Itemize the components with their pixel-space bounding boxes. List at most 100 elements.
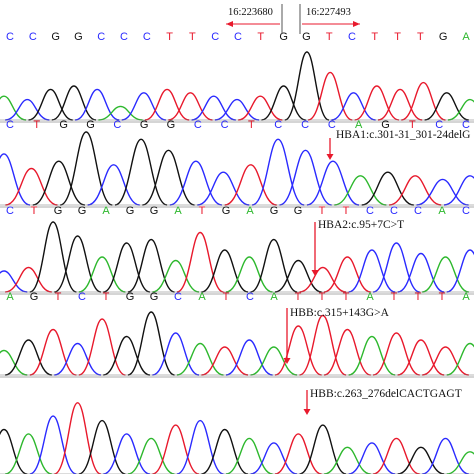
trace-peak — [201, 249, 249, 293]
trace-peak — [28, 88, 73, 121]
trace-peak — [127, 238, 175, 293]
trace-peak — [323, 256, 371, 293]
base-call: T — [166, 31, 173, 43]
chromatogram-panel-5: HBB:c.263_276delCACTGAGT — [0, 388, 474, 474]
base-call: G — [302, 31, 311, 43]
base-call: A — [246, 205, 254, 217]
trace-peak — [201, 428, 249, 474]
trace-peak — [299, 314, 347, 376]
base-call: C — [328, 119, 336, 131]
base-call: C — [462, 119, 470, 131]
trace-peak — [348, 335, 396, 376]
base-call: C — [194, 119, 202, 131]
trace-peak — [78, 256, 126, 293]
trace-peak — [98, 105, 143, 121]
base-call: A — [355, 119, 363, 131]
trace-peak — [250, 238, 298, 293]
trace-peak — [225, 437, 273, 474]
variant-arrow-head — [303, 409, 311, 415]
trace-peak — [142, 149, 195, 206]
trace-peak — [307, 71, 353, 121]
base-call: G — [126, 205, 135, 217]
base-call: T — [257, 31, 264, 43]
base-call: G — [86, 119, 95, 131]
trace-peak — [443, 175, 474, 206]
trace-peak — [422, 256, 469, 293]
base-call: T — [189, 31, 196, 43]
base-call: C — [348, 31, 356, 43]
variant-arrow-head — [283, 358, 291, 364]
trace-peak — [372, 437, 420, 474]
base-call: T — [55, 291, 62, 303]
base-call: G — [167, 119, 176, 131]
trace-peak — [250, 442, 298, 474]
trace-peak — [388, 175, 442, 206]
trace-peak — [284, 51, 330, 121]
trace-peak — [299, 266, 347, 293]
base-call: T — [33, 119, 40, 131]
base-call: A — [102, 205, 110, 217]
base-call: G — [294, 205, 303, 217]
trace-peaks — [0, 221, 474, 293]
trace-peak — [176, 342, 224, 376]
trace-peak — [127, 311, 175, 376]
base-call: T — [31, 205, 38, 217]
trace-peak — [377, 88, 423, 121]
trace-peak — [214, 98, 260, 121]
trace-peak — [274, 259, 322, 293]
base-call: C — [246, 291, 254, 303]
trace-peak — [372, 242, 420, 293]
base-call: C — [462, 205, 470, 217]
base-call: C — [211, 31, 219, 43]
base-call: G — [140, 119, 149, 131]
base-call: T — [319, 291, 326, 303]
base-call: T — [439, 291, 446, 303]
trace-peak — [197, 171, 250, 206]
trace-peak — [127, 437, 175, 474]
variant-label: HBB:c.315+143G>A — [290, 307, 390, 319]
trace-peak — [176, 419, 224, 474]
trace-peak — [323, 328, 371, 376]
trace-peak — [5, 167, 58, 206]
trace-peak — [152, 332, 200, 376]
breakpoint-markers: 16:223680 16:227493 — [226, 4, 360, 34]
base-call: C — [120, 31, 128, 43]
trace-peak — [5, 98, 50, 121]
trace-peak — [354, 85, 400, 121]
base-call: A — [174, 205, 182, 217]
chromatogram-panel-4: A G T C T G G C A T C A T T T A T T T A HBB:c.315+143G>A — [0, 291, 474, 378]
base-call: G — [78, 205, 87, 217]
trace-peak — [274, 325, 322, 376]
breakpoint-label-right: 16:227493 — [306, 7, 351, 18]
trace-peak — [422, 437, 469, 474]
base-call: C — [143, 31, 151, 43]
trace-peaks — [0, 131, 474, 206]
trace-peak — [372, 332, 420, 376]
base-call: T — [223, 291, 230, 303]
trace-peak — [54, 342, 102, 376]
base-call: T — [199, 205, 206, 217]
base-call: G — [381, 119, 390, 131]
trace-peak — [238, 95, 283, 121]
trace-peak — [279, 149, 332, 206]
trace-peak — [168, 92, 213, 121]
trace-peak — [424, 92, 469, 121]
trace-peak — [397, 339, 445, 376]
trace-peak — [251, 138, 305, 206]
trace-peak — [397, 252, 445, 293]
base-call: C — [366, 205, 374, 217]
trace-peak — [422, 346, 469, 376]
trace-peak — [323, 446, 371, 474]
trace-peak — [191, 95, 236, 121]
variant-arrow-head — [311, 270, 319, 276]
base-call: C — [274, 119, 282, 131]
base-call: G — [74, 31, 83, 43]
trace-peak — [348, 249, 396, 293]
base-call: T — [415, 291, 422, 303]
trace-peak — [5, 339, 52, 376]
